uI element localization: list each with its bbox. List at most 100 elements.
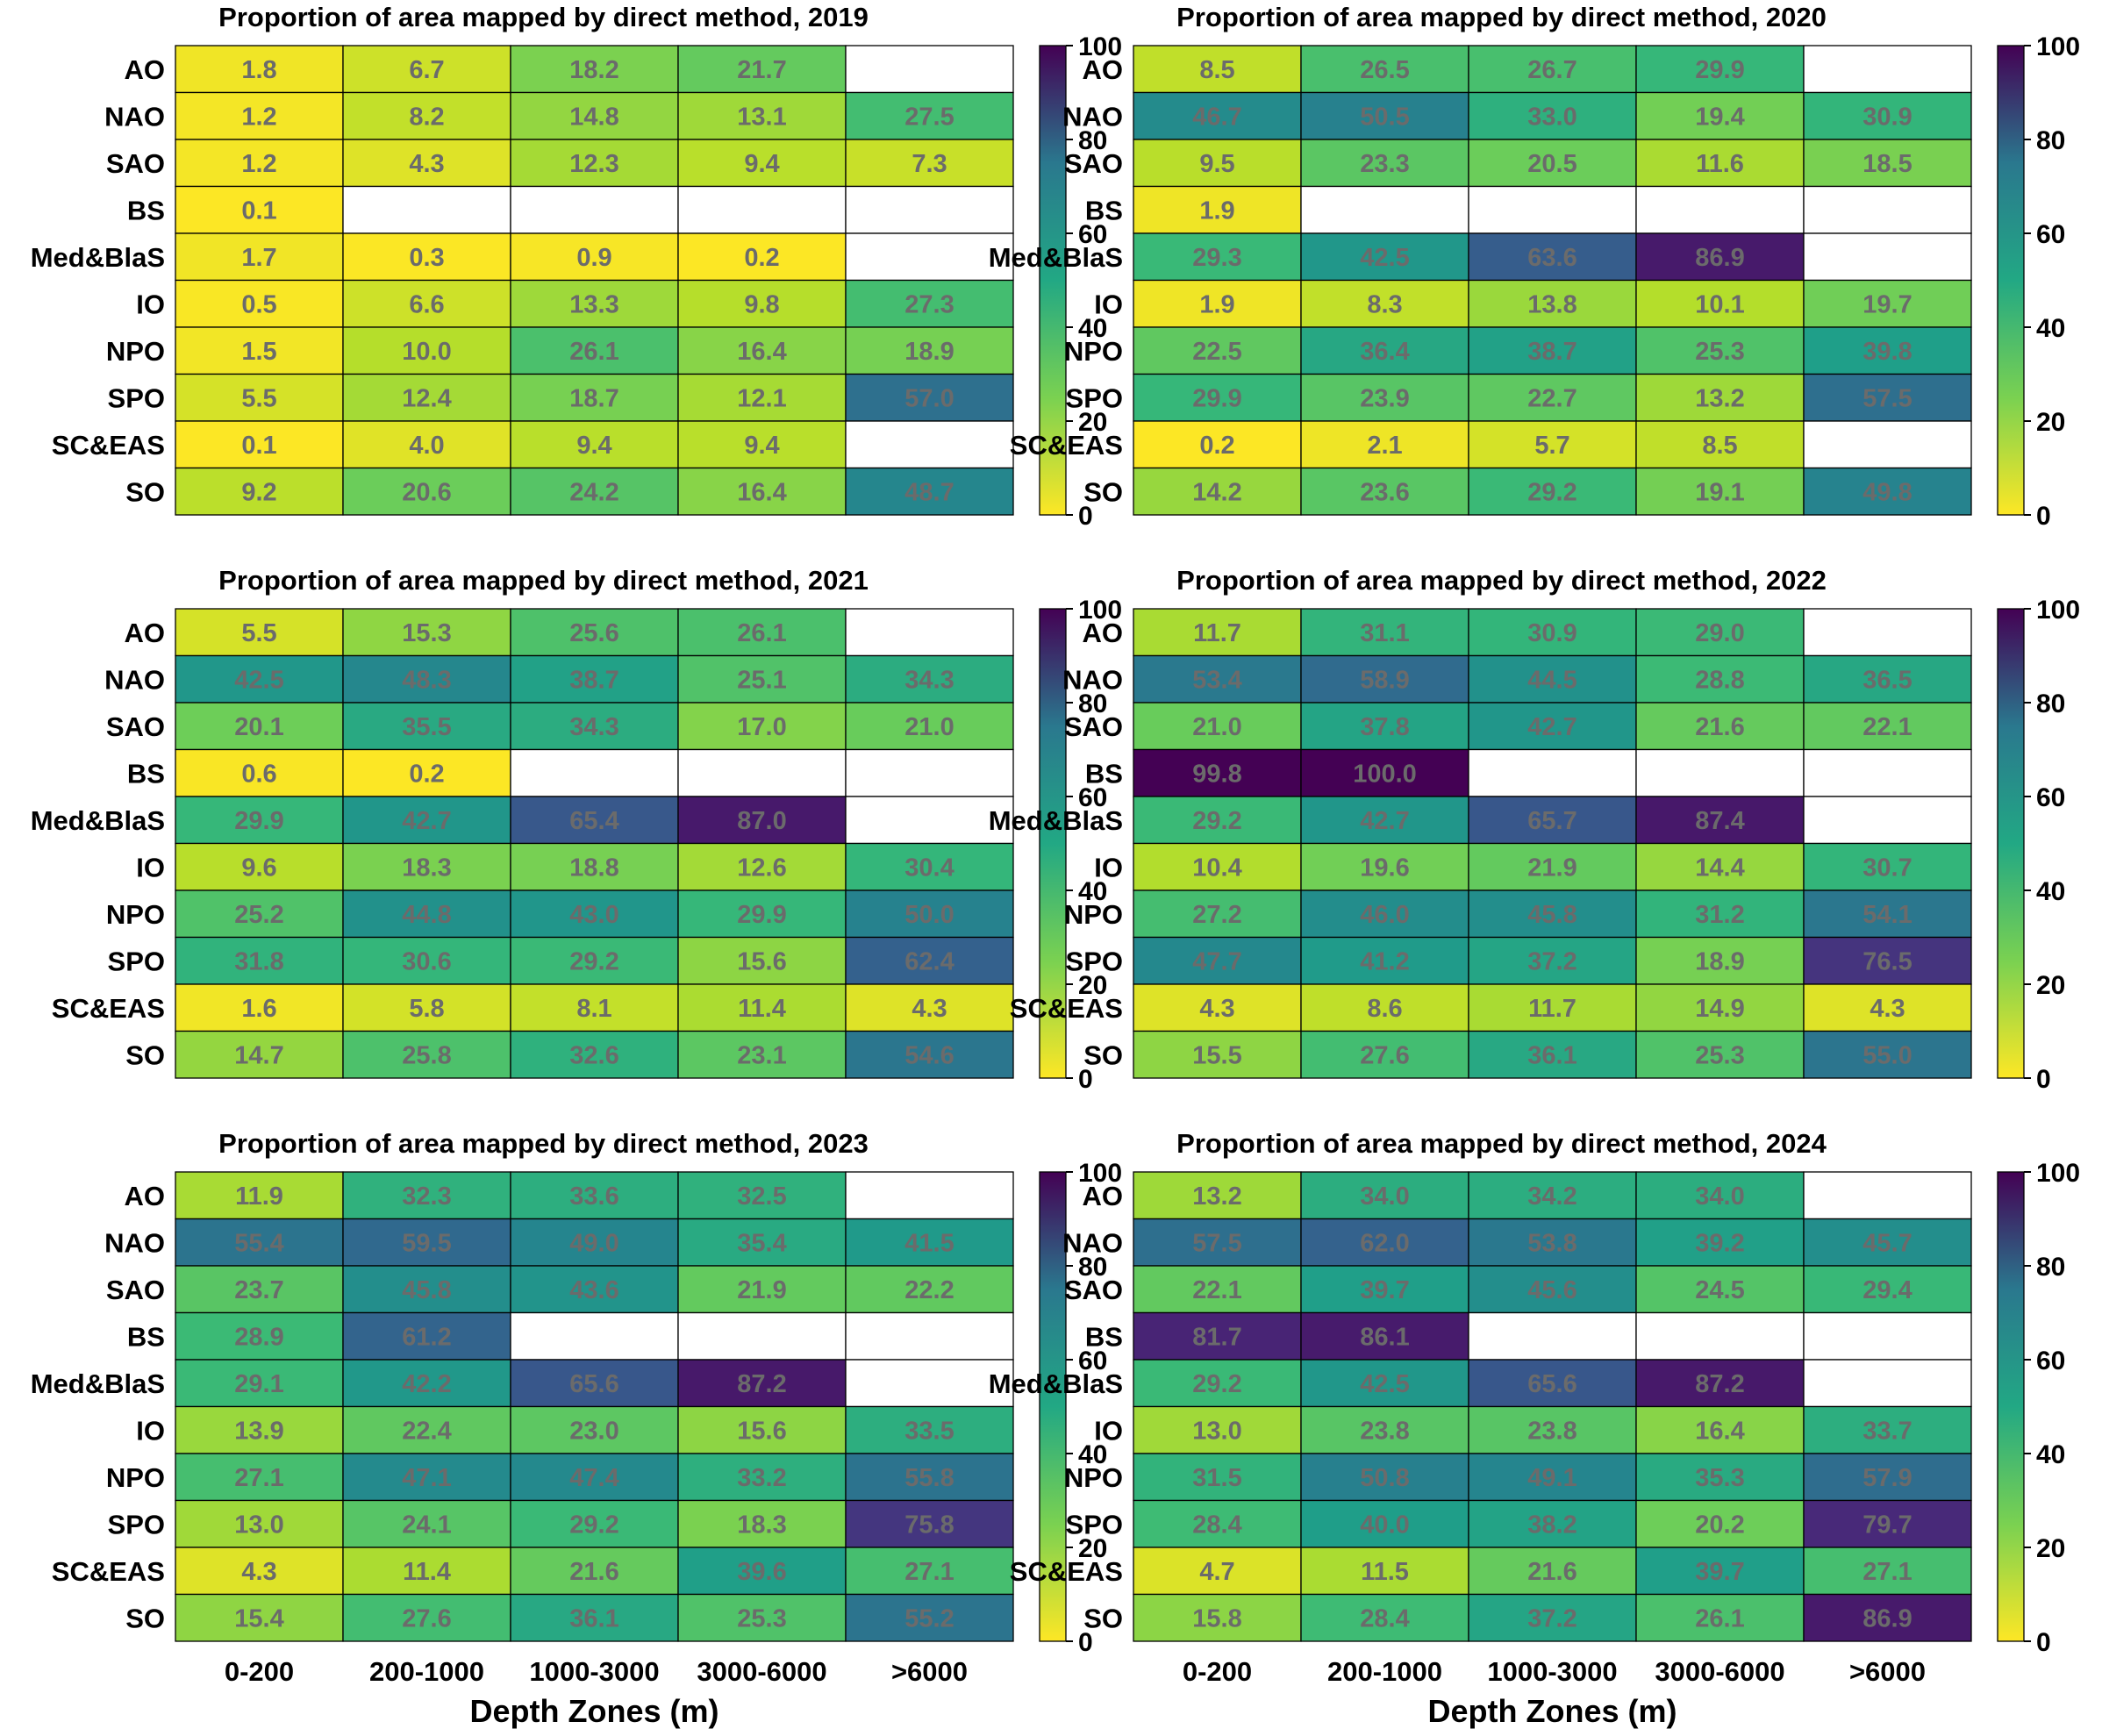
cell-value: 1.2 — [241, 150, 276, 178]
heatmap-cell — [677, 1593, 847, 1642]
panel-title: Proportion of area mapped by direct meth… — [1176, 565, 1827, 596]
heatmap-cell — [677, 608, 847, 657]
cell-value: 36.4 — [1360, 338, 1409, 366]
cell-value: 22.4 — [402, 1417, 451, 1445]
heatmap-cell — [1803, 1593, 1972, 1642]
cell-value: 21.6 — [569, 1558, 618, 1586]
heatmap-cell — [1133, 842, 1302, 891]
heatmap-cell-empty — [1300, 185, 1469, 234]
cell-value: 9.2 — [241, 478, 276, 506]
heatmap-cell — [175, 373, 344, 422]
heatmap-cell — [342, 1030, 511, 1079]
colorbar-tick-label: 0 — [2036, 1065, 2051, 1094]
cell-value: 79.7 — [1862, 1511, 1912, 1539]
heatmap-cell — [175, 1030, 344, 1079]
cell-value: 0.2 — [409, 760, 444, 788]
cell-value: 11.7 — [1528, 995, 1576, 1023]
heatmap-cell — [510, 1405, 679, 1454]
cell-value: 44.5 — [1527, 666, 1576, 694]
cell-value: 20.5 — [1527, 150, 1576, 178]
heatmap-cell — [677, 45, 847, 94]
heatmap-cell — [677, 702, 847, 751]
heatmap-cell — [1468, 1171, 1637, 1220]
cell-value: 55.8 — [904, 1464, 954, 1492]
heatmap-cell — [342, 936, 511, 985]
heatmap-cell — [1133, 185, 1302, 234]
heatmap-cell — [510, 1499, 679, 1548]
heatmap-cell — [510, 983, 679, 1032]
cell-value: 22.1 — [1192, 1276, 1241, 1304]
colorbar: 0 20 40 60 80 100 — [1997, 596, 2080, 1094]
heatmap-cell-empty — [677, 1311, 847, 1361]
heatmap-cell — [1300, 748, 1469, 797]
heatmap-cell — [1635, 232, 1805, 282]
x-tick-label: 200-1000 — [1327, 1656, 1442, 1687]
heatmap-cell — [1133, 1171, 1302, 1220]
heatmap-cell — [1468, 139, 1637, 188]
row-label-ao: AO — [1083, 1181, 1124, 1211]
row-label-npo: NPO — [106, 1462, 165, 1493]
heatmap-cell — [845, 1547, 1014, 1596]
cell-value: 18.9 — [904, 338, 954, 366]
cell-value: 1.5 — [241, 338, 276, 366]
heatmap-cell — [1468, 232, 1637, 282]
cell-value: 57.0 — [904, 384, 954, 412]
cell-value: 21.9 — [737, 1276, 786, 1304]
x-tick-label: 1000-3000 — [1487, 1656, 1617, 1687]
colorbar: 0 20 40 60 80 100 — [1039, 596, 1122, 1094]
heatmap-cell — [845, 1265, 1014, 1314]
cell-value: 13.3 — [569, 290, 618, 318]
panel-title: Proportion of area mapped by direct meth… — [218, 2, 869, 32]
cell-value: 13.8 — [1527, 290, 1576, 318]
heatmap-cell — [677, 91, 847, 140]
cell-value: 8.6 — [1367, 995, 1402, 1023]
cell-value: 86.9 — [1695, 244, 1744, 272]
row-label-spo: SPO — [108, 1509, 165, 1540]
heatmap-cell — [1133, 1499, 1302, 1548]
colorbar-tick-label: 80 — [2036, 126, 2065, 155]
row-label-nao: NAO — [1062, 1227, 1123, 1258]
cell-value: 57.5 — [1862, 384, 1912, 412]
x-axis-title: Depth Zones (m) — [1428, 1693, 1677, 1729]
heatmap-cell — [342, 1311, 511, 1361]
cell-value: 10.0 — [402, 338, 451, 366]
cell-value: 42.2 — [402, 1370, 451, 1398]
heatmap-cell-empty — [1803, 1311, 1972, 1361]
colorbar: 0 20 40 60 80 100 — [1997, 32, 2080, 531]
cell-value: 14.2 — [1192, 478, 1241, 506]
heatmap-cell — [1133, 45, 1302, 94]
row-label-spo: SPO — [1066, 382, 1123, 413]
heatmap-cell — [175, 467, 344, 516]
heatmap-cell-empty — [1803, 748, 1972, 797]
cell-value: 27.2 — [1192, 901, 1241, 929]
row-label-npo: NPO — [1064, 899, 1123, 930]
x-axis-right: 0-200 200-1000 1000-3000 3000-6000 >6000 Dept… — [1183, 1656, 1926, 1729]
heatmap-cell-empty — [510, 748, 679, 797]
cell-value: 49.1 — [1527, 1464, 1576, 1492]
cell-value: 34.3 — [569, 713, 618, 741]
cell-value: 43.6 — [569, 1276, 618, 1304]
heatmap-cell — [510, 608, 679, 657]
heatmap-cell — [1635, 139, 1805, 188]
cell-value: 0.1 — [241, 196, 276, 225]
cell-value: 29.4 — [1862, 1276, 1912, 1304]
cell-value: 22.7 — [1527, 384, 1576, 412]
row-label-sao: SAO — [106, 148, 165, 179]
heatmap-cell — [1133, 91, 1302, 140]
cell-value: 9.4 — [744, 150, 779, 178]
row-label-scandeas: SC&EAS — [1010, 1556, 1123, 1587]
cell-value: 27.5 — [904, 103, 954, 131]
cell-value: 29.2 — [569, 947, 618, 975]
cell-value: 15.6 — [737, 1417, 786, 1445]
heatmap-cell — [677, 889, 847, 939]
cell-value: 18.7 — [569, 384, 618, 412]
heatmap-cell — [677, 1547, 847, 1596]
row-label-sao: SAO — [1064, 1275, 1123, 1305]
heatmap-cell — [1635, 1593, 1805, 1642]
cell-value: 31.2 — [1695, 901, 1744, 929]
cell-value: 1.2 — [241, 103, 276, 131]
colorbar-tick-label: 40 — [2036, 314, 2065, 343]
heatmap-cell — [1468, 326, 1637, 375]
heatmap-cell — [1468, 1359, 1637, 1408]
cell-value: 4.3 — [1199, 995, 1234, 1023]
